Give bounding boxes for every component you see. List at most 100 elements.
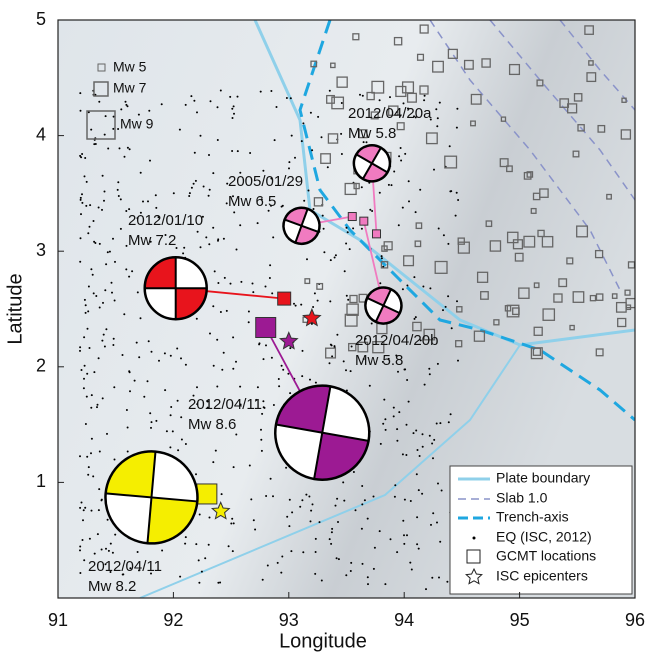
eq-dot bbox=[261, 450, 263, 452]
eq-dot bbox=[400, 160, 402, 162]
legend-label: Slab 1.0 bbox=[496, 490, 548, 506]
eq-dot bbox=[428, 368, 430, 370]
eq-dot bbox=[117, 189, 119, 191]
eq-dot bbox=[248, 311, 250, 313]
eq-dot bbox=[98, 207, 100, 209]
eq-dot bbox=[81, 369, 83, 371]
eq-dot bbox=[408, 401, 410, 403]
eq-dot bbox=[303, 200, 305, 202]
eq-dot bbox=[181, 439, 183, 441]
eq-dot bbox=[217, 282, 219, 284]
eq-dot bbox=[321, 136, 323, 138]
eq-dot bbox=[137, 551, 139, 553]
eq-dot bbox=[233, 522, 235, 524]
eq-dot bbox=[110, 543, 112, 545]
scale-label: Mw 9 bbox=[120, 116, 154, 132]
event-magnitude: Mw 6.5 bbox=[228, 193, 276, 210]
eq-dot bbox=[223, 238, 225, 240]
eq-dot bbox=[125, 210, 127, 212]
eq-dot bbox=[336, 334, 338, 336]
eq-dot bbox=[361, 503, 363, 505]
eq-dot bbox=[105, 548, 107, 550]
eq-dot bbox=[88, 466, 90, 468]
eq-dot bbox=[127, 105, 129, 107]
x-axis-label: Longitude bbox=[279, 630, 367, 652]
eq-dot bbox=[277, 562, 279, 564]
eq-dot bbox=[249, 152, 251, 154]
eq-dot bbox=[89, 538, 91, 540]
eq-dot bbox=[308, 496, 310, 498]
eq-dot bbox=[262, 579, 264, 581]
eq-dot bbox=[93, 292, 95, 294]
eq-dot bbox=[393, 415, 395, 417]
eq-dot bbox=[450, 190, 452, 192]
eq-dot bbox=[127, 451, 129, 453]
eq-dot bbox=[104, 191, 106, 193]
eq-dot bbox=[299, 506, 301, 508]
eq-dot bbox=[302, 122, 304, 124]
eq-dot bbox=[176, 348, 178, 350]
eq-dot bbox=[185, 443, 187, 445]
eq-dot bbox=[113, 338, 115, 340]
map-figure: Longitude Latitude 91929394959612345Mw 5… bbox=[0, 0, 647, 652]
eq-dot bbox=[161, 550, 163, 552]
eq-dot bbox=[102, 175, 104, 177]
eq-dot bbox=[95, 295, 97, 297]
eq-dot bbox=[90, 268, 92, 270]
eq-dot bbox=[82, 519, 84, 521]
legend-label: Trench-axis bbox=[496, 509, 569, 525]
eq-dot bbox=[250, 498, 252, 500]
eq-dot bbox=[289, 347, 291, 349]
eq-dot bbox=[403, 543, 405, 545]
eq-dot bbox=[350, 562, 352, 564]
eq-dot bbox=[361, 528, 363, 530]
eq-dot bbox=[127, 147, 129, 149]
eq-dot bbox=[305, 494, 307, 496]
eq-dot bbox=[212, 305, 214, 307]
eq-dot bbox=[451, 327, 453, 329]
eq-dot bbox=[92, 475, 94, 477]
eq-dot bbox=[403, 534, 405, 536]
eq-dot bbox=[83, 559, 85, 561]
eq-dot bbox=[262, 170, 264, 172]
eq-dot bbox=[213, 365, 215, 367]
eq-dot bbox=[416, 473, 418, 475]
eq-dot bbox=[369, 209, 371, 211]
eq-dot bbox=[103, 334, 105, 336]
eq-dot bbox=[217, 106, 219, 108]
eq-dot bbox=[405, 454, 407, 456]
event-magnitude: Mw 8.2 bbox=[88, 578, 136, 595]
eq-dot bbox=[112, 552, 114, 554]
eq-dot bbox=[166, 430, 168, 432]
eq-dot bbox=[287, 373, 289, 375]
eq-dot bbox=[93, 220, 95, 222]
eq-dot bbox=[185, 364, 187, 366]
eq-dot bbox=[323, 228, 325, 230]
eq-dot bbox=[226, 310, 228, 312]
eq-dot bbox=[455, 215, 457, 217]
eq-dot bbox=[98, 509, 100, 511]
legend-symbol bbox=[473, 537, 476, 540]
eq-dot bbox=[79, 455, 81, 457]
eq-dot bbox=[415, 211, 417, 213]
eq-dot bbox=[208, 544, 210, 546]
eq-dot bbox=[416, 543, 418, 545]
eq-dot bbox=[313, 208, 315, 210]
beachball bbox=[145, 257, 207, 319]
eq-dot bbox=[86, 373, 88, 375]
eq-dot bbox=[413, 276, 415, 278]
legend-label: GCMT locations bbox=[496, 548, 596, 564]
eq-dot bbox=[261, 413, 263, 415]
eq-dot bbox=[236, 249, 238, 251]
eq-dot bbox=[343, 500, 345, 502]
eq-dot bbox=[288, 525, 290, 527]
eq-dot bbox=[212, 461, 214, 463]
eq-dot bbox=[91, 438, 93, 440]
eq-dot bbox=[400, 147, 402, 149]
eq-dot bbox=[398, 155, 400, 157]
eq-dot bbox=[89, 226, 91, 228]
eq-dot bbox=[170, 355, 172, 357]
eq-dot bbox=[438, 577, 440, 579]
eq-dot bbox=[330, 543, 332, 545]
eq-dot bbox=[436, 125, 438, 127]
